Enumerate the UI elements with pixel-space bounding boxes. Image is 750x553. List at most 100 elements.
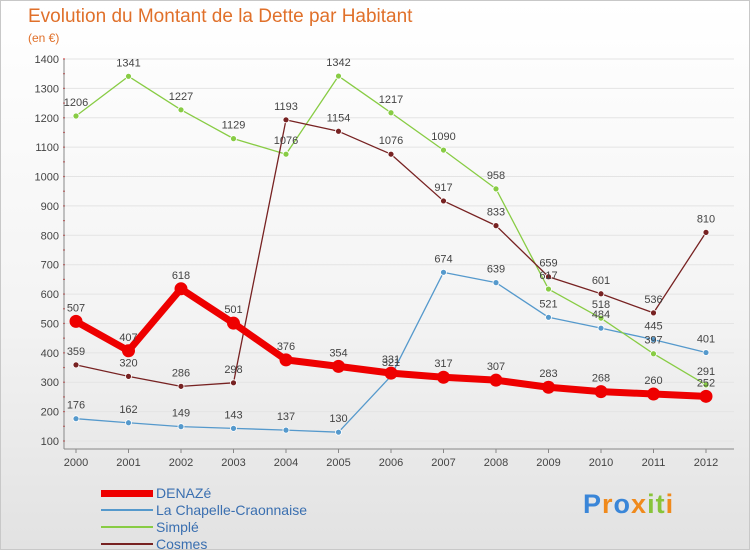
data-label: 958 [487,170,505,182]
data-point [702,228,710,236]
data-point [125,419,132,427]
data-point [387,150,395,158]
x-tick-label-2007: 2007 [431,457,455,469]
data-point [122,344,135,358]
data-point [227,316,240,330]
data-label: 1154 [327,112,351,124]
y-tick-label-800: 800 [41,230,59,242]
data-label: 518 [592,299,610,311]
data-label: 1217 [379,94,403,106]
data-label: 674 [434,253,452,265]
data-label: 484 [592,309,610,321]
data-point [335,72,342,80]
data-label: 536 [644,294,662,306]
series-Simplé [72,72,710,389]
logo-letter: o [613,489,632,519]
data-point [650,309,657,317]
x-tick-label-2008: 2008 [484,457,508,469]
y-tick-label-1400: 1400 [35,54,59,66]
data-label: 917 [434,182,452,194]
legend-swatch [101,543,153,545]
logo-letter: x [631,489,648,519]
legend-label: La Chapelle-Craonnaise [156,502,307,518]
data-label: 833 [487,207,505,219]
data-point [702,349,710,356]
data-label: 1090 [431,131,455,143]
series-Cosmes [72,116,710,390]
data-point [545,285,552,293]
data-point [594,385,608,399]
data-label: 1076 [379,135,403,147]
chart-title: Evolution du Montant de la Dette par Hab… [28,6,413,27]
data-point [542,380,555,394]
data-label: 268 [592,373,610,385]
data-label: 331 [382,354,400,366]
data-point [230,135,237,143]
data-label: 130 [329,413,347,425]
y-tick-label-700: 700 [41,260,59,272]
data-point [125,72,132,80]
data-point [437,370,450,384]
x-tick-label-2005: 2005 [326,457,350,469]
data-point [597,290,605,298]
data-label: 320 [119,357,137,369]
data-point [440,197,447,205]
data-point [282,426,290,434]
y-tick-label-600: 600 [41,289,59,301]
data-label: 283 [539,368,557,380]
data-label: 291 [697,366,715,378]
legend-label: Simplé [156,519,199,535]
data-point [650,350,657,358]
data-point [387,109,395,117]
y-tick-label-900: 900 [41,201,59,213]
series-line [75,119,707,387]
data-point [69,314,83,328]
data-point [489,373,503,387]
data-point [545,313,552,321]
data-label: 501 [224,304,242,316]
data-label: 1129 [222,120,246,132]
data-label: 1342 [326,57,350,69]
data-point [545,273,552,281]
data-label: 659 [539,258,557,270]
data-label: 354 [329,347,347,359]
logo-letter: i [647,489,656,519]
data-label: 286 [172,367,190,379]
data-label: 252 [697,377,715,389]
data-point [492,185,500,193]
y-tick-label-400: 400 [41,348,59,360]
y-tick-label-1000: 1000 [35,172,59,184]
data-point [72,361,80,369]
data-point [72,112,80,120]
data-point [332,359,345,373]
series-DENAZé [69,282,713,403]
data-point [230,424,237,432]
x-tick-label-2010: 2010 [589,457,613,469]
data-label: 137 [277,411,295,423]
y-tick-label-300: 300 [41,377,59,389]
data-label: 617 [539,270,557,282]
data-point [72,415,80,423]
data-label: 307 [487,361,505,373]
x-tick-label-2002: 2002 [169,457,193,469]
series-line [75,75,707,386]
data-label: 1076 [274,135,298,147]
x-tick-label-2004: 2004 [274,457,298,469]
data-label: 810 [697,213,715,225]
data-label: 376 [277,341,295,353]
logo-letter: i [665,489,675,519]
data-label: 176 [67,400,85,412]
data-label: 359 [67,346,85,358]
data-label: 260 [644,375,662,387]
legend-swatch [101,509,153,511]
y-tick-label-200: 200 [41,407,59,419]
x-tick-label-2012: 2012 [694,457,718,469]
data-label: 143 [224,409,242,421]
data-point [492,279,500,287]
data-point [230,379,237,387]
data-label: 1193 [274,101,298,113]
data-label: 639 [487,264,505,276]
data-point [492,222,500,230]
